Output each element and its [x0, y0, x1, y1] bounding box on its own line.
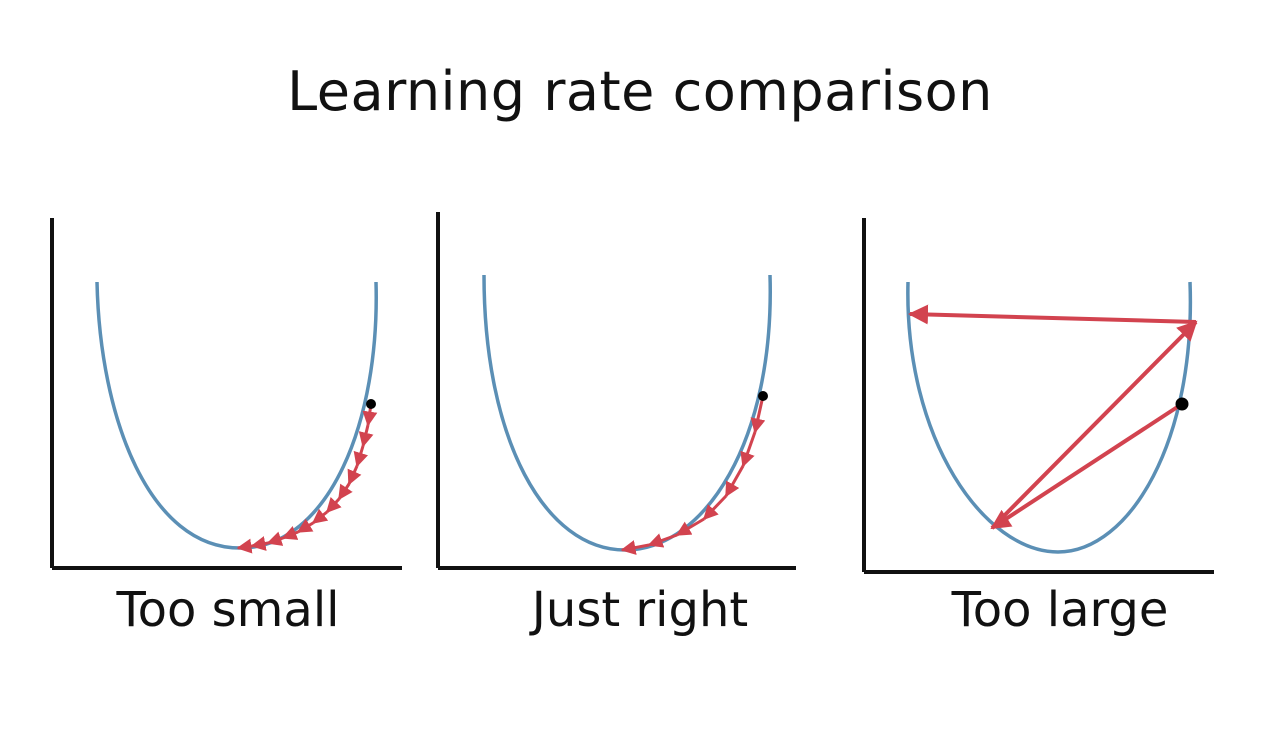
- panel-label-too-large: Too large: [951, 582, 1169, 638]
- start-point: [366, 399, 376, 409]
- panel-label-just-right: Just right: [531, 582, 749, 638]
- loss-curve: [95, 281, 378, 550]
- gradient-steps: [620, 395, 766, 555]
- diagram-title: Learning rate comparison: [287, 60, 993, 123]
- panel-too-large: [862, 218, 1214, 574]
- start-point: [1175, 397, 1189, 411]
- loss-curve: [906, 281, 1193, 554]
- panel-just-right: [436, 212, 796, 570]
- panel-label-too-small: Too small: [116, 582, 340, 638]
- gradient-steps: [236, 403, 378, 554]
- start-point: [758, 391, 768, 401]
- gradient-steps: [908, 304, 1198, 530]
- loss-curve: [482, 274, 772, 552]
- panel-too-small: [50, 218, 402, 570]
